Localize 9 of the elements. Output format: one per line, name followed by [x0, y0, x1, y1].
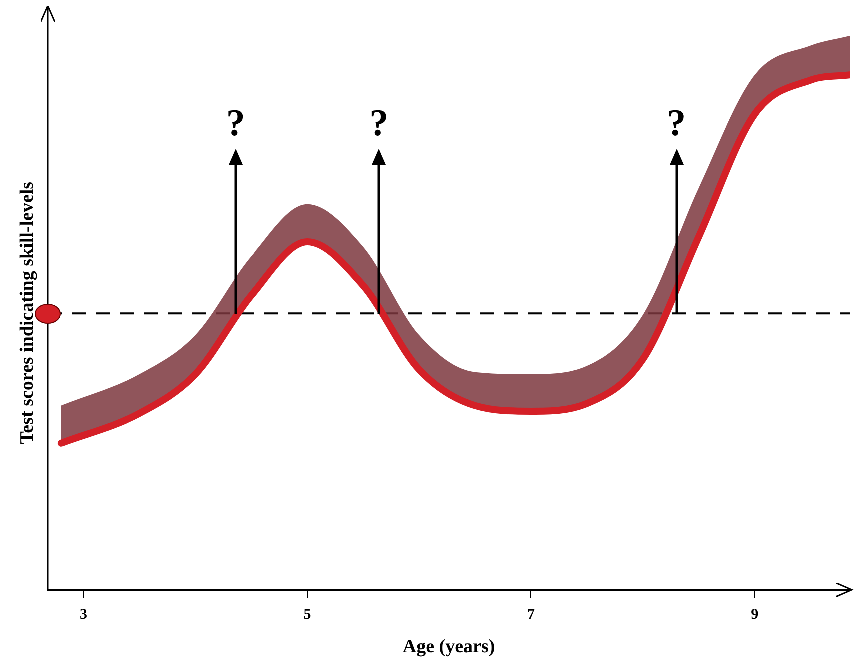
y-axis-title: Test scores indicating skill-levels [16, 182, 38, 444]
x-tick-label: 9 [751, 607, 759, 624]
x-tick-label: 5 [304, 607, 312, 624]
x-axis-title: Age (years) [402, 636, 496, 658]
annotation: ? [667, 102, 686, 144]
x-tick-label: 3 [80, 607, 88, 624]
annotation: ? [370, 102, 389, 144]
annotation: ? [226, 102, 246, 144]
x-tick-label: 7 [527, 607, 536, 624]
